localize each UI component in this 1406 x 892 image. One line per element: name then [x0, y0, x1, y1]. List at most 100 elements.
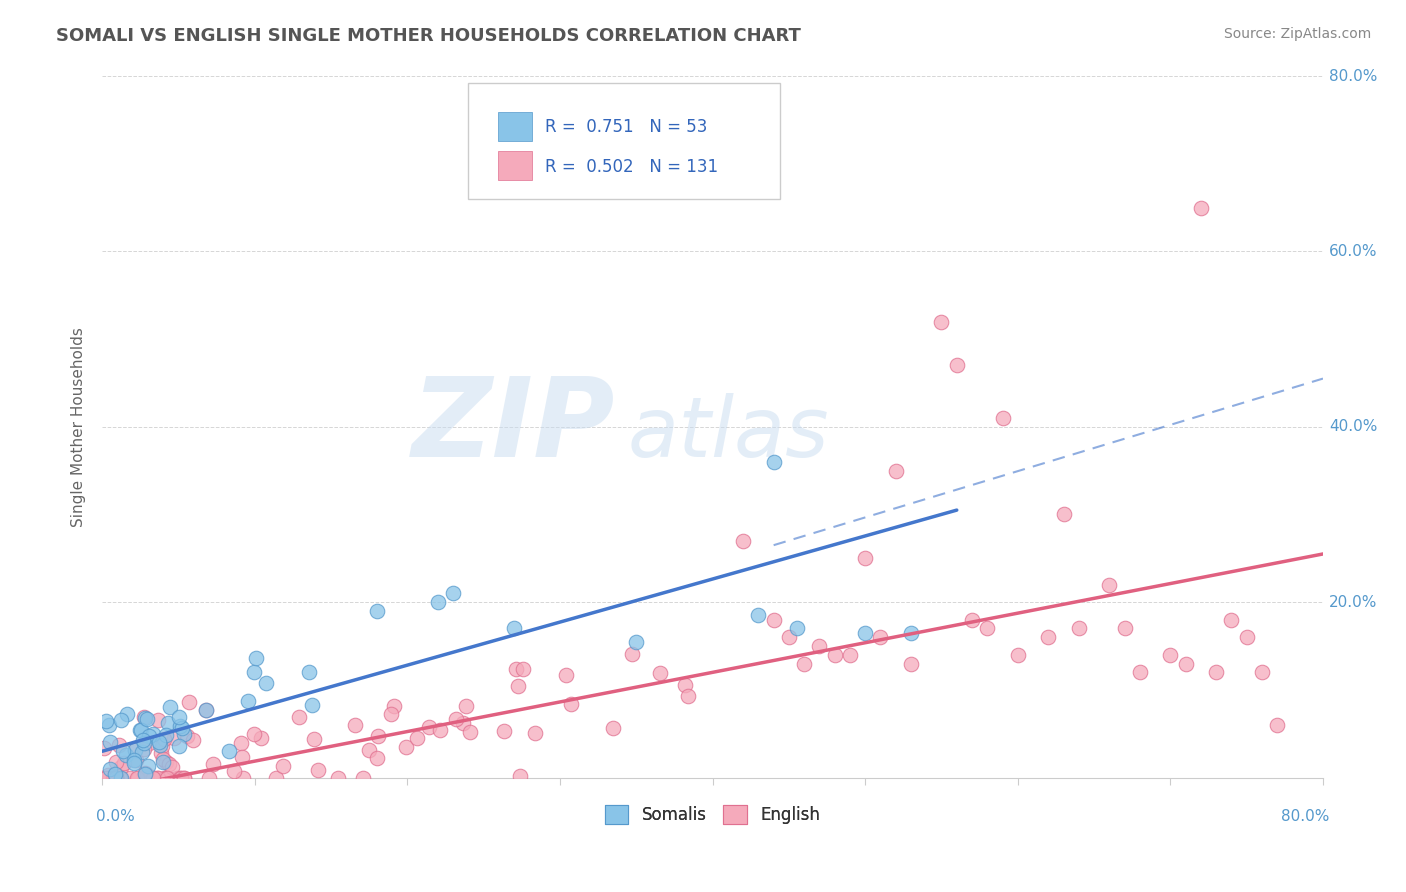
- FancyBboxPatch shape: [498, 151, 531, 180]
- Point: [136, 758, 159, 772]
- Point: [153, 771, 176, 785]
- Point: [170, 721, 193, 735]
- Point: [198, 771, 221, 785]
- Point: [405, 731, 427, 745]
- Point: [153, 771, 176, 785]
- Point: [793, 657, 815, 671]
- Point: [231, 750, 253, 764]
- Point: [1236, 630, 1258, 644]
- Point: [103, 771, 125, 785]
- Point: [441, 586, 464, 600]
- Point: [960, 613, 983, 627]
- Text: 0.0%: 0.0%: [96, 809, 135, 824]
- Point: [352, 771, 374, 785]
- Point: [149, 746, 172, 760]
- Point: [110, 771, 132, 785]
- Point: [111, 744, 134, 758]
- FancyBboxPatch shape: [468, 83, 780, 199]
- Point: [195, 702, 218, 716]
- Point: [626, 634, 648, 648]
- Point: [112, 756, 135, 771]
- Point: [418, 719, 440, 733]
- Point: [148, 713, 170, 727]
- Point: [1007, 648, 1029, 662]
- Point: [132, 742, 155, 756]
- Point: [97, 768, 120, 782]
- Point: [176, 730, 198, 744]
- Point: [173, 727, 195, 741]
- Point: [160, 760, 183, 774]
- Point: [506, 679, 529, 693]
- Point: [382, 698, 405, 713]
- Text: R =  0.751   N = 53: R = 0.751 N = 53: [546, 119, 707, 136]
- Point: [104, 771, 127, 785]
- Text: 80.0%: 80.0%: [1329, 69, 1378, 84]
- Point: [135, 712, 157, 726]
- Point: [1038, 630, 1060, 644]
- FancyBboxPatch shape: [498, 112, 531, 141]
- Point: [173, 771, 195, 785]
- Point: [1129, 665, 1152, 680]
- Point: [243, 726, 266, 740]
- Point: [138, 729, 160, 743]
- Point: [166, 771, 188, 785]
- Point: [297, 665, 319, 679]
- Point: [156, 771, 179, 785]
- Point: [128, 723, 150, 737]
- Point: [1159, 648, 1181, 662]
- Point: [127, 771, 149, 785]
- Point: [105, 771, 128, 785]
- Point: [505, 663, 527, 677]
- Point: [152, 752, 174, 766]
- Point: [426, 595, 449, 609]
- Point: [250, 731, 273, 745]
- Point: [110, 759, 132, 773]
- Point: [366, 604, 388, 618]
- Point: [105, 771, 128, 785]
- Point: [132, 733, 155, 747]
- Point: [1205, 665, 1227, 680]
- Point: [900, 626, 922, 640]
- Point: [149, 738, 172, 752]
- Point: [146, 771, 169, 785]
- Point: [366, 750, 388, 764]
- Point: [122, 756, 145, 770]
- Point: [148, 734, 170, 748]
- Point: [169, 719, 191, 733]
- Point: [673, 678, 696, 692]
- Point: [134, 711, 156, 725]
- Point: [134, 766, 156, 780]
- Point: [156, 716, 179, 731]
- Point: [124, 753, 146, 767]
- Point: [105, 771, 128, 785]
- Point: [142, 727, 165, 741]
- Point: [494, 723, 516, 738]
- Point: [167, 739, 190, 754]
- Text: 80.0%: 80.0%: [1281, 809, 1329, 824]
- Point: [524, 725, 547, 739]
- Point: [853, 551, 876, 566]
- Point: [103, 771, 125, 785]
- Point: [104, 767, 127, 781]
- Legend: Somalis, English: Somalis, English: [600, 799, 825, 829]
- Point: [173, 771, 195, 785]
- Point: [869, 630, 891, 644]
- Point: [287, 710, 309, 724]
- Point: [301, 698, 323, 713]
- Point: [201, 757, 224, 772]
- Point: [808, 639, 831, 653]
- Point: [602, 721, 624, 735]
- Point: [152, 756, 174, 770]
- Point: [97, 771, 120, 785]
- Point: [169, 771, 191, 785]
- Text: Source: ZipAtlas.com: Source: ZipAtlas.com: [1223, 27, 1371, 41]
- Point: [503, 622, 526, 636]
- Point: [245, 650, 267, 665]
- Point: [1265, 718, 1288, 732]
- Point: [509, 769, 531, 783]
- Point: [1067, 622, 1090, 636]
- Point: [124, 743, 146, 757]
- Point: [1220, 613, 1243, 627]
- Point: [120, 771, 142, 785]
- Point: [124, 743, 146, 757]
